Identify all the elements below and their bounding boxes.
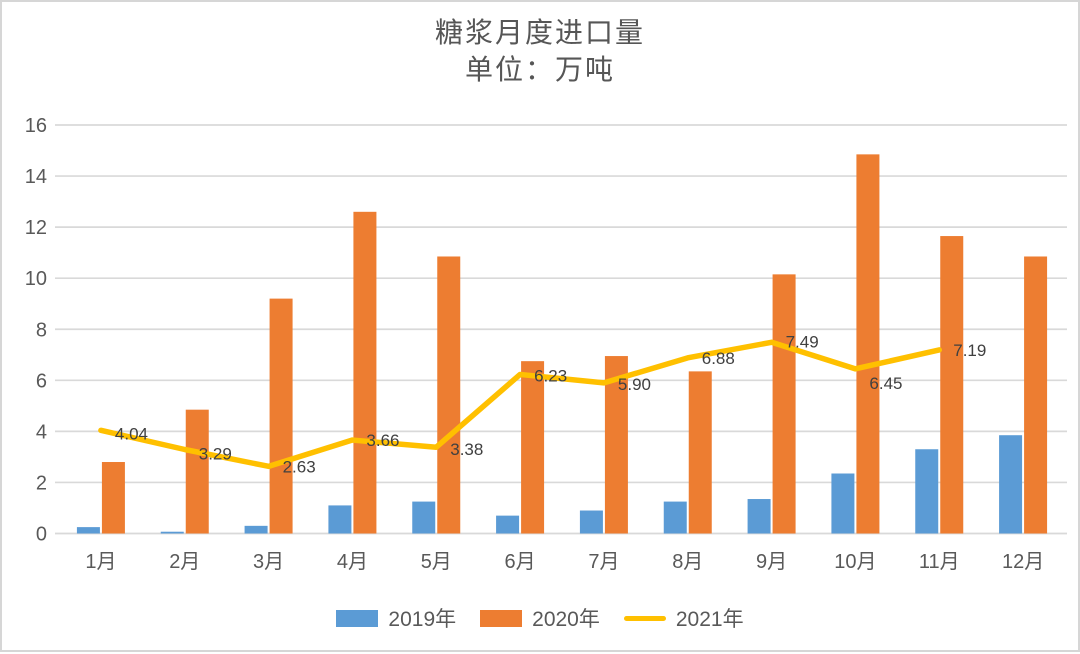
bar-2019年: [579, 510, 603, 534]
bar-2020年: [437, 256, 461, 534]
bar-2019年: [412, 501, 436, 534]
x-axis-tick-label: 10月: [834, 551, 876, 573]
legend-swatch-2021-icon: [623, 615, 666, 621]
chart-title-block: 糖浆月度进口量 单位：万吨: [2, 14, 1078, 88]
bar-2019年: [663, 501, 687, 534]
x-axis-tick-label: 9月: [756, 551, 787, 573]
legend-item-2020: 2020年: [480, 603, 600, 633]
legend-item-2021: 2021年: [623, 603, 744, 633]
x-axis-tick-label: 6月: [505, 551, 536, 573]
y-axis-tick-label: 16: [25, 115, 47, 137]
bar-2020年: [521, 361, 545, 534]
legend-label-2019: 2019年: [388, 608, 457, 631]
bar-2020年: [856, 154, 880, 534]
y-axis-tick-label: 12: [25, 217, 47, 239]
data-label: 6.45: [869, 374, 902, 393]
data-label: 7.19: [953, 341, 986, 360]
bar-2019年: [496, 515, 520, 534]
data-label: 6.88: [702, 349, 735, 368]
bar-2019年: [999, 435, 1023, 534]
x-axis-tick-label: 4月: [337, 551, 368, 573]
bar-2019年: [76, 527, 100, 534]
y-axis-tick-label: 8: [36, 319, 47, 341]
bar-2019年: [915, 449, 939, 534]
bar-2020年: [772, 274, 796, 534]
bar-2020年: [604, 356, 628, 534]
bar-2019年: [831, 473, 855, 534]
bar-2020年: [1024, 256, 1048, 534]
x-axis-tick-label: 7月: [588, 551, 619, 573]
bar-2019年: [747, 499, 771, 534]
chart-subtitle: 单位：万吨: [464, 53, 615, 86]
bar-2019年: [328, 505, 352, 534]
legend-swatch-2020-icon: [480, 609, 523, 627]
data-label: 5.90: [618, 375, 651, 394]
bar-2019年: [244, 525, 268, 534]
legend-item-2019: 2019年: [336, 603, 456, 633]
bar-2019年: [160, 531, 184, 534]
data-label: 3.29: [199, 445, 232, 464]
y-axis-tick-label: 4: [36, 421, 47, 443]
bar-2020年: [101, 462, 125, 534]
x-axis-tick-label: 8月: [672, 551, 703, 573]
bar-2020年: [940, 236, 964, 534]
y-axis-tick-label: 6: [36, 370, 47, 392]
chart-title: 糖浆月度进口量: [434, 16, 645, 49]
x-axis-tick-label: 12月: [1002, 551, 1044, 573]
y-axis-tick-label: 2: [36, 472, 47, 494]
legend-label-2020: 2020年: [532, 608, 600, 631]
x-axis-tick-label: 3月: [253, 551, 284, 573]
data-label: 7.49: [786, 332, 819, 351]
bar-2020年: [353, 211, 377, 534]
y-axis-tick-label: 0: [36, 524, 47, 546]
data-label: 4.04: [115, 424, 148, 443]
x-axis-tick-label: 5月: [421, 551, 452, 573]
legend-label-2021: 2021年: [675, 608, 744, 631]
bar-2020年: [185, 409, 209, 534]
data-label: 3.38: [450, 440, 483, 459]
bar-2020年: [269, 298, 293, 534]
x-axis-tick-label: 1月: [85, 551, 116, 573]
y-axis-tick-label: 14: [25, 166, 47, 188]
x-axis-tick-label: 2月: [169, 551, 200, 573]
y-axis-tick-label: 10: [25, 268, 47, 290]
data-label: 6.23: [534, 366, 567, 385]
bar-2020年: [688, 371, 712, 534]
data-label: 3.66: [366, 431, 399, 450]
x-axis-tick-label: 11月: [919, 551, 960, 573]
legend-swatch-2019-icon: [336, 609, 379, 627]
data-label: 2.63: [283, 457, 316, 476]
trend-line-2021年: [98, 339, 942, 470]
chart-legend: 2019年 2020年 2021年: [2, 603, 1078, 633]
